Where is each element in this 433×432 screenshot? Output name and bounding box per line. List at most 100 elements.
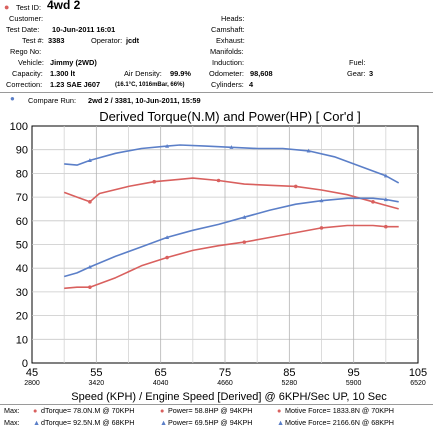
x-tick-rpm-label: 5280 [282,380,298,387]
rego-label: Rego No: [10,47,42,56]
capacity-label: Capacity: [12,69,43,78]
max-force-blue: Motive Force= 2166.6N @ 68KPH [285,418,394,427]
compare-run-label: Compare Run: [28,96,77,105]
customer-label: Customer: [9,14,44,23]
series-point-1 [88,200,92,204]
y-tick-label: 100 [10,121,28,133]
manifolds-label: Manifolds: [210,47,244,56]
test-date-label: Test Date: [6,25,40,34]
series-point-0 [87,158,92,162]
x-tick-rpm-label: 5900 [346,380,362,387]
series-point-1 [152,179,157,184]
max-row-red: Max: ● dTorque= 78.0N.M @ 70KPH ● Power=… [0,406,433,416]
series-point-3 [242,240,247,244]
heads-label: Heads: [221,14,245,23]
series-point-0 [229,145,234,149]
exhaust-label: Exhaust: [216,36,245,45]
header-divider [0,92,433,93]
max-row-blue: Max: ▲ dTorque= 92.5N.M @ 68KPH ▲ Power=… [0,418,433,428]
triangle-marker-icon: ▲ [277,418,285,427]
x-tick-rpm-label: 4660 [217,380,233,387]
compare-run-value: 2wd 2 / 3381, 10-Jun-2011, 15:59 [88,96,201,105]
x-tick-label: 105 [409,367,427,379]
y-tick-label: 90 [16,145,28,157]
circle-marker-icon: ● [277,406,282,415]
y-tick-label: 20 [16,311,28,323]
series-point-3 [88,285,92,289]
max-label: Max: [4,418,20,427]
series-point-3 [384,224,388,229]
series-point-1 [371,200,375,204]
circle-marker-icon: ● [33,406,38,415]
series-point-2 [87,264,92,269]
series-point-1 [293,184,298,189]
chart-grid [31,125,419,364]
test-id-value: 4wd 2 [47,0,81,12]
operator-value: jcdt [126,36,140,45]
series-point-2 [319,198,324,203]
dyno-chart: Derived Torque(N.M) and Power(HP) [ Cor'… [10,109,428,403]
gear-label: Gear: [347,69,366,78]
series-point-2 [165,235,170,239]
x-tick-rpm-label: 4040 [153,380,169,387]
air-density-value: 99.9% [170,69,191,78]
footer-divider [0,404,433,405]
red-run-marker-icon: ● [4,2,10,12]
cylinders-label: Cylinders: [211,80,244,89]
y-tick-label: 80 [16,168,28,180]
circle-marker-icon: ● [160,406,165,415]
vehicle-label: Vehicle: [18,58,44,67]
x-tick-rpm-label: 6520 [410,380,426,387]
series-line-3 [64,224,399,290]
blue-run-marker-icon: ● [10,94,15,103]
y-tick-label: 70 [16,192,28,204]
camshaft-label: Camshaft: [211,25,245,34]
series-point-0 [306,148,311,153]
y-tick-label: 60 [16,216,28,228]
max-power-red: Power= 58.8HP @ 94KPH [168,406,253,415]
series-point-2 [242,215,247,219]
odometer-label: Odometer: [209,69,244,78]
x-tick-label: 65 [155,367,167,379]
y-tick-label: 30 [16,287,28,299]
y-tick-label: 10 [16,334,28,346]
cylinders-value: 4 [249,80,254,89]
capacity-value: 1.300 lt [50,69,76,78]
max-label: Max: [4,406,20,415]
x-tick-label: 95 [348,367,360,379]
max-force-red: Motive Force= 1833.8N @ 70KPH [285,406,394,415]
triangle-marker-icon: ▲ [33,418,41,427]
y-axis-ticks: 0 10 20 30 40 50 60 70 80 90 100 [10,121,28,370]
odometer-value: 98,608 [250,69,273,78]
x-tick-label: 75 [219,367,231,379]
test-no-value: 3383 [48,36,65,45]
fuel-label: Fuel: [349,58,366,67]
series-line-0 [64,144,400,184]
chart-series [63,143,400,290]
test-id-label: Test ID: [16,3,42,12]
max-torque-red: dTorque= 78.0N.M @ 70KPH [41,406,135,415]
test-no-label: Test #: [22,36,44,45]
series-point-1 [216,178,221,183]
correction-detail: (16.1°C, 1016mBar, 66%) [115,82,185,88]
series-point-0 [165,143,170,148]
vehicle-value: Jimmy (2WD) [50,58,97,67]
gear-value: 3 [369,69,374,78]
x-tick-label: 85 [283,367,295,379]
series-point-3 [319,226,324,230]
series-line-1 [63,177,399,210]
x-tick-label: 55 [90,367,102,379]
chart-title: Derived Torque(N.M) and Power(HP) [ Cor'… [99,109,361,124]
correction-label: Correction: [6,80,43,89]
series-point-2 [383,197,388,202]
y-tick-label: 50 [16,240,28,252]
y-tick-label: 0 [22,358,28,370]
operator-label: Operator: [91,36,123,45]
max-power-blue: Power= 69.5HP @ 94KPH [168,418,253,427]
triangle-marker-icon: ▲ [160,418,168,427]
series-point-0 [383,173,388,178]
air-density-label: Air Density: [124,69,162,78]
x-tick-label: 45 [26,367,38,379]
y-tick-label: 40 [16,263,28,275]
